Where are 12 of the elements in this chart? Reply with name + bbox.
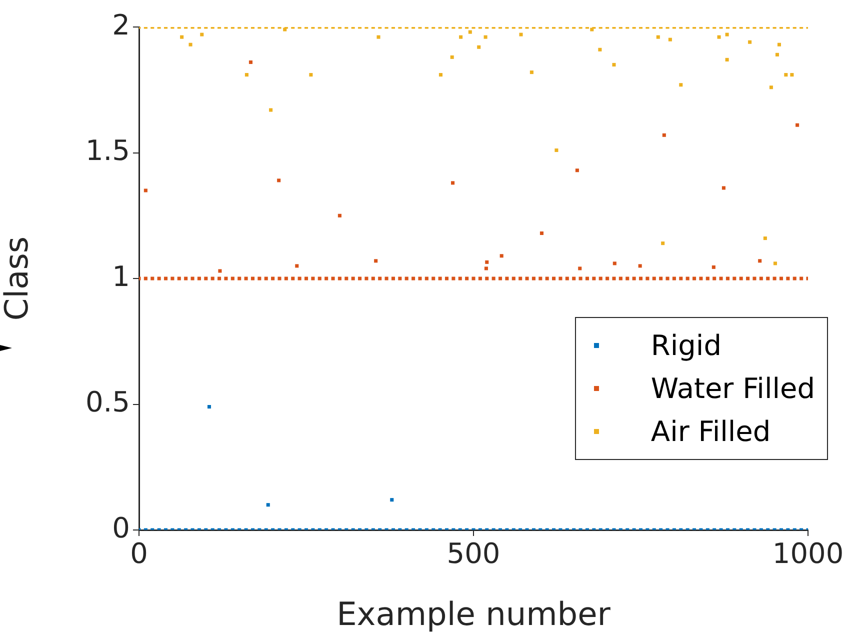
y-tick-label: 2 <box>112 8 130 42</box>
y-tick-label: 0.5 <box>85 386 130 419</box>
x-tick-label: 1000 <box>772 537 844 570</box>
legend-label: Water Filled <box>650 371 815 407</box>
y-tick-label: 1.5 <box>85 134 130 168</box>
x-tick-label: 500 <box>446 537 500 570</box>
y-tick-label: 1 <box>112 260 130 293</box>
legend-label: Rigid <box>650 328 722 364</box>
legend-label: Air Filled <box>650 414 771 450</box>
x-axis-title: Example number <box>336 595 612 634</box>
y-axis-title: Class <box>0 236 36 321</box>
y-tick-label: 0 <box>112 511 130 544</box>
